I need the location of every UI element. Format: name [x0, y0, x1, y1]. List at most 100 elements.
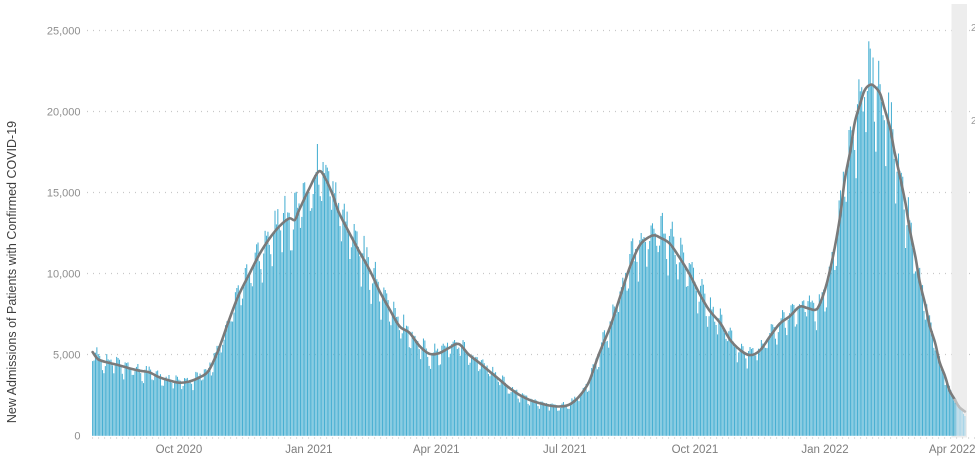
bar	[553, 404, 555, 436]
bar	[581, 392, 583, 436]
bar	[579, 396, 581, 436]
bar	[203, 369, 205, 436]
bar	[759, 349, 761, 436]
bar	[425, 348, 427, 436]
bar	[861, 87, 863, 436]
bar	[111, 365, 113, 436]
bar	[545, 403, 547, 436]
bar	[933, 347, 935, 436]
bar	[459, 355, 461, 436]
bar	[947, 383, 949, 436]
bar	[964, 416, 966, 436]
bar	[852, 136, 854, 436]
bar	[184, 378, 186, 436]
bar	[244, 268, 246, 436]
bar	[596, 369, 598, 436]
bar	[896, 171, 898, 436]
bar	[927, 317, 929, 436]
bar	[185, 378, 187, 436]
bar	[838, 200, 840, 436]
bar	[295, 191, 297, 436]
bar	[356, 231, 358, 436]
bar	[562, 402, 564, 436]
bar	[602, 332, 604, 436]
bar	[490, 372, 492, 436]
bar	[916, 270, 918, 436]
bar	[685, 286, 687, 436]
bar	[485, 369, 487, 436]
bar	[418, 349, 420, 436]
bar	[646, 266, 648, 436]
bar	[210, 375, 212, 436]
bar	[715, 325, 717, 436]
bar	[888, 92, 890, 436]
bar	[623, 282, 625, 436]
bar	[381, 296, 383, 436]
bar	[441, 345, 443, 436]
bar	[955, 404, 957, 436]
bar	[340, 241, 342, 436]
bar	[946, 383, 948, 436]
bar	[944, 385, 946, 436]
bar	[469, 362, 471, 436]
bar	[285, 220, 287, 436]
bar	[189, 381, 191, 436]
bar	[96, 347, 98, 436]
bar	[687, 286, 689, 436]
bar	[924, 319, 926, 436]
bar	[243, 286, 245, 436]
bar	[824, 311, 826, 436]
bar	[168, 375, 170, 436]
bar	[787, 319, 789, 436]
bar	[591, 368, 593, 436]
bar	[465, 351, 467, 436]
bar	[193, 378, 195, 436]
bar	[507, 393, 509, 436]
bar	[405, 325, 408, 436]
y-tick-label: 5,000	[53, 350, 81, 362]
bar	[633, 261, 635, 436]
bar	[247, 274, 249, 436]
bar	[144, 369, 146, 436]
bar	[413, 335, 415, 436]
bar	[282, 213, 285, 436]
bar	[428, 365, 430, 436]
bar	[594, 366, 596, 436]
bar	[940, 366, 942, 436]
axis-tick-labels: 0 5,000 10,000 15,000 20,000 25,000 Oct 2020 Ja…	[47, 26, 975, 457]
bar	[963, 413, 965, 436]
bar	[216, 345, 218, 436]
bar	[599, 349, 601, 436]
bar	[195, 371, 197, 436]
bar	[273, 232, 275, 436]
bar	[796, 324, 798, 436]
bar	[212, 372, 214, 436]
bar	[462, 340, 464, 436]
bar	[250, 283, 252, 436]
bar	[893, 158, 895, 436]
bar	[605, 341, 607, 436]
bar	[329, 196, 331, 436]
bar	[674, 255, 676, 436]
bar	[495, 372, 497, 436]
bar	[483, 363, 485, 436]
bar	[654, 233, 656, 436]
bar	[362, 253, 364, 436]
bar	[503, 376, 505, 436]
bar	[294, 192, 296, 436]
bar	[750, 348, 752, 436]
bar	[807, 301, 809, 436]
bar	[155, 371, 157, 436]
bar	[328, 171, 330, 436]
bar	[691, 262, 693, 436]
bar	[335, 182, 337, 436]
bar	[830, 265, 832, 436]
bar	[712, 306, 714, 436]
bar	[312, 194, 314, 436]
bar	[936, 347, 938, 436]
bar	[676, 264, 678, 436]
bar	[823, 289, 825, 436]
bar	[709, 297, 711, 436]
bar	[934, 350, 936, 436]
bar	[789, 313, 791, 436]
